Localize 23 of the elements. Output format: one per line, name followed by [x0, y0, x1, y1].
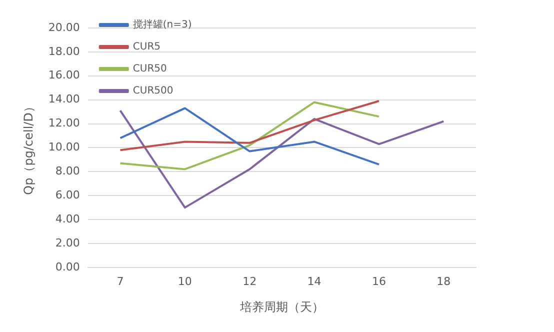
x-axis-title: 培养周期（天） — [238, 300, 324, 314]
x-tick-label: 16 — [372, 274, 386, 288]
x-tick-label: 14 — [307, 274, 322, 288]
y-tick-label: 20.00 — [48, 20, 80, 34]
y-tick-label: 0.00 — [55, 260, 80, 274]
y-tick-label: 8.00 — [55, 164, 80, 178]
legend-label: 搅拌罐(n=3) — [132, 18, 192, 31]
legend-label: CUR500 — [132, 86, 174, 97]
y-tick-label: 10.00 — [48, 140, 80, 154]
legend-label: CUR50 — [132, 64, 167, 75]
x-tick-label: 12 — [242, 274, 257, 288]
x-tick-label: 7 — [116, 274, 124, 288]
y-tick-label: 6.00 — [55, 188, 80, 202]
y-tick-label: 12.00 — [48, 116, 80, 130]
x-tick-label: 10 — [178, 274, 192, 288]
y-axis-title: Qp（pg/cell/D） — [21, 100, 36, 195]
y-tick-label: 18.00 — [48, 44, 80, 58]
x-tick-label: 18 — [436, 274, 451, 288]
y-tick-label: 14.00 — [48, 92, 80, 106]
legend-label: CUR5 — [132, 42, 161, 53]
y-tick-label: 4.00 — [55, 212, 80, 226]
y-tick-label: 2.00 — [55, 236, 80, 250]
y-tick-label: 16.00 — [48, 68, 80, 82]
